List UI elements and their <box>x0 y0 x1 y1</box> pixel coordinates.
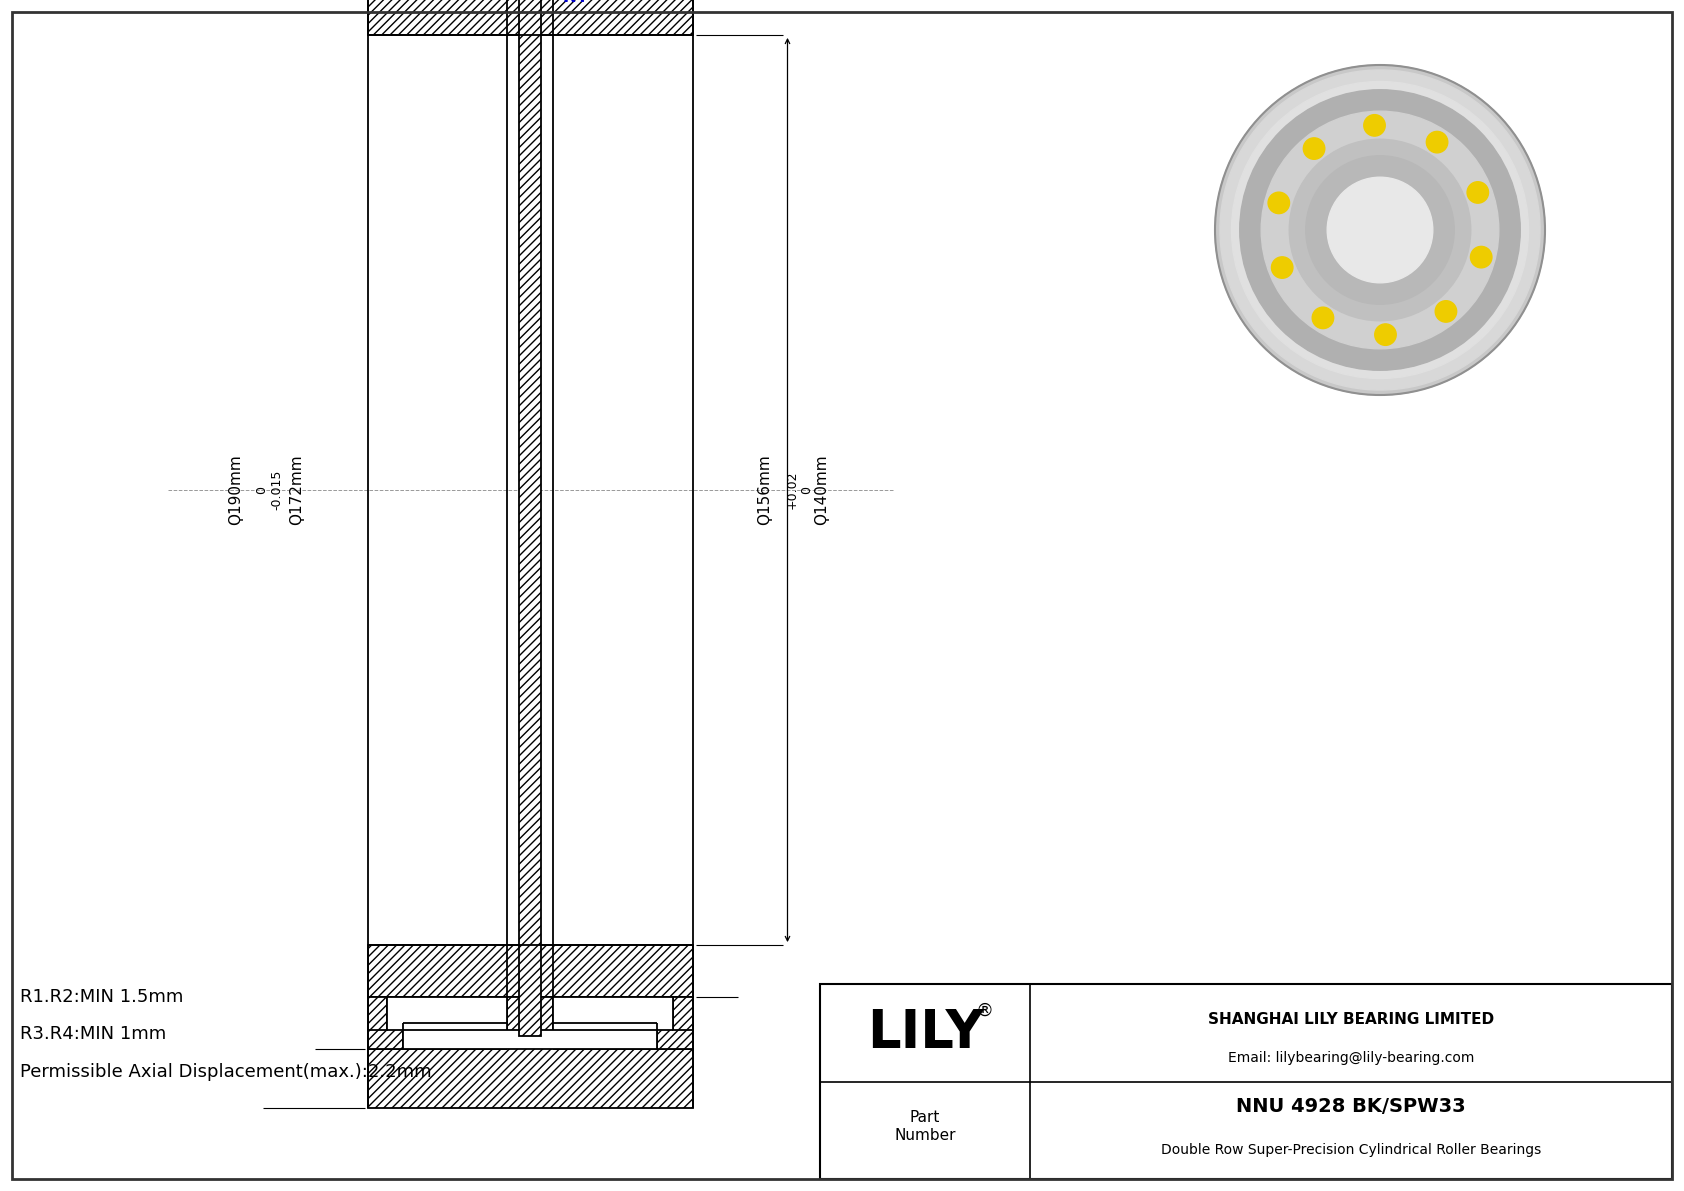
Text: SHANGHAI LILY BEARING LIMITED: SHANGHAI LILY BEARING LIMITED <box>1207 1011 1494 1027</box>
Circle shape <box>1271 257 1293 279</box>
Text: R3.R4:MIN 1mm: R3.R4:MIN 1mm <box>20 1025 167 1043</box>
Text: Ϙ190mm: Ϙ190mm <box>227 455 242 525</box>
Text: LILY: LILY <box>867 1006 983 1059</box>
Text: NNU 4928 BK/SPW33: NNU 4928 BK/SPW33 <box>1236 1097 1465 1116</box>
Polygon shape <box>552 997 674 1029</box>
Circle shape <box>1239 89 1521 370</box>
Circle shape <box>1290 139 1470 320</box>
Bar <box>820 984 1672 1179</box>
Circle shape <box>1268 192 1290 213</box>
Circle shape <box>1426 131 1448 152</box>
Polygon shape <box>367 0 692 35</box>
Circle shape <box>1312 307 1334 329</box>
Text: R4: R4 <box>562 0 588 6</box>
Circle shape <box>1214 66 1544 395</box>
Polygon shape <box>367 997 387 1029</box>
Circle shape <box>1327 177 1433 282</box>
Text: Ϙ172mm: Ϙ172mm <box>290 455 305 525</box>
Polygon shape <box>507 997 552 1029</box>
Circle shape <box>1261 111 1499 349</box>
Circle shape <box>1470 247 1492 268</box>
Text: Permissible Axial Displacement(max.):2.2mm: Permissible Axial Displacement(max.):2.2… <box>20 1064 431 1081</box>
Circle shape <box>1435 300 1457 322</box>
Text: Ϙ156mm: Ϙ156mm <box>758 455 773 525</box>
Text: +0.02
0: +0.02 0 <box>785 470 813 510</box>
Polygon shape <box>402 1023 507 1049</box>
Polygon shape <box>367 1049 692 1108</box>
Text: 0
-0.015: 0 -0.015 <box>256 469 283 510</box>
Circle shape <box>1303 138 1325 160</box>
Polygon shape <box>657 1023 692 1049</box>
Circle shape <box>1305 156 1455 304</box>
Text: ®: ® <box>975 1002 994 1019</box>
Polygon shape <box>367 1023 402 1049</box>
Polygon shape <box>519 0 541 1036</box>
Circle shape <box>1231 81 1529 379</box>
Circle shape <box>1467 182 1489 204</box>
Polygon shape <box>387 997 507 1029</box>
Polygon shape <box>674 997 692 1029</box>
Text: Ϙ140mm: Ϙ140mm <box>815 455 830 525</box>
Text: Double Row Super-Precision Cylindrical Roller Bearings: Double Row Super-Precision Cylindrical R… <box>1160 1142 1541 1156</box>
Circle shape <box>1364 114 1386 136</box>
Circle shape <box>1374 324 1396 345</box>
Text: R1.R2:MIN 1.5mm: R1.R2:MIN 1.5mm <box>20 989 184 1006</box>
Text: Email: lilybearing@lily-bearing.com: Email: lilybearing@lily-bearing.com <box>1228 1052 1474 1065</box>
Polygon shape <box>367 944 692 997</box>
Text: Part
Number: Part Number <box>894 1110 957 1142</box>
Polygon shape <box>552 1023 657 1049</box>
Circle shape <box>1219 70 1541 389</box>
